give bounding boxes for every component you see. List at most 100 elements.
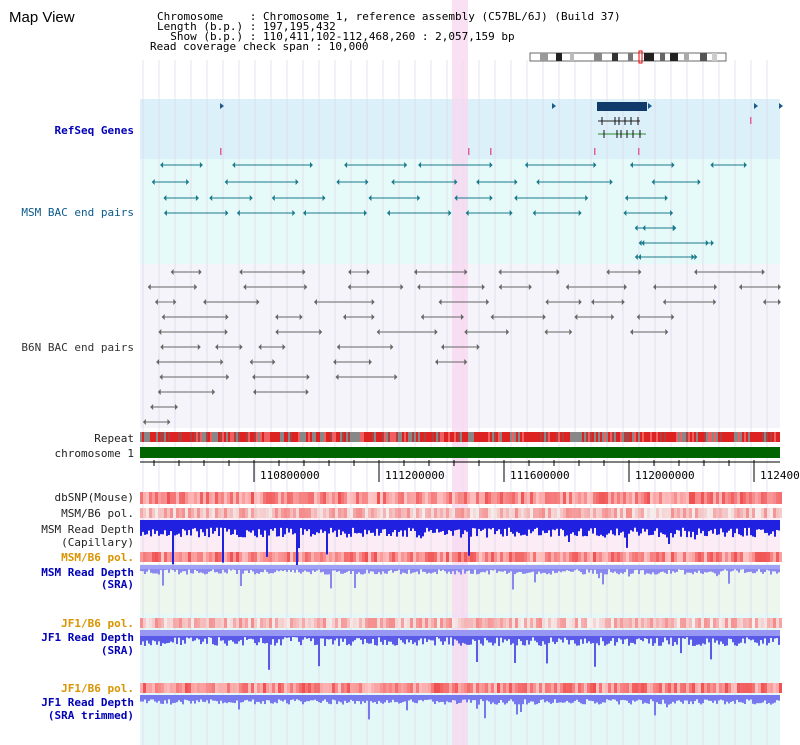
msm-pol-cell (164, 508, 167, 518)
dbsnp-cell (764, 492, 767, 504)
jf1-pol2-cell (563, 683, 566, 693)
msm-cap-depth-bar (576, 520, 578, 536)
jf1-sra-depth-bar (512, 630, 514, 644)
jf1-pol-cell (302, 618, 305, 628)
msm-cap-depth-bar (390, 520, 392, 536)
jf1-pol2-cell (374, 683, 377, 693)
msm-sra-depth-bar (144, 565, 146, 575)
b6n-bac-pair-end (565, 284, 569, 290)
msm-bac-label[interactable]: MSM BAC end pairs (21, 206, 134, 219)
jf1-trim-depth-bar (566, 695, 568, 701)
msm-cap-depth-bar (330, 520, 332, 528)
dbsnp-cell (434, 492, 437, 504)
repeat-segment (628, 432, 630, 442)
dbsnp-cell (518, 492, 521, 504)
jf1-sra-depth-bar (314, 630, 316, 646)
jf1-sra-depth-bar (674, 630, 676, 643)
b6n-bac-label[interactable]: B6N BAC end pairs (21, 341, 134, 354)
msm-cap-depth-bar (194, 520, 196, 529)
repeat-segment (338, 432, 340, 442)
msm-pol2-cell (179, 552, 182, 562)
jf1-trim-depth-bar (170, 695, 172, 705)
jf1-pol2-cell (596, 683, 599, 693)
jf1-trim-depth-bar (592, 695, 594, 702)
dbsnp-cell (734, 492, 737, 504)
jf1-pol2-cell (218, 683, 221, 693)
msm-pol-cell (581, 508, 584, 518)
msm-pol-cell (167, 508, 170, 518)
msm-pol2-cell (275, 552, 278, 562)
repeat-segment (678, 432, 680, 442)
b6n-bac-pair-end (220, 359, 224, 365)
repeat-segment (568, 432, 570, 442)
msm-pol-cell (494, 508, 497, 518)
jf1-trim-depth-bar (220, 695, 222, 701)
msm-pol-cell (329, 508, 332, 518)
jf1-pol-cell (206, 618, 209, 628)
msm-cap-depth-bar (662, 520, 664, 535)
msm-sra-depth-bar (258, 565, 260, 574)
msm-pol2-cell (254, 552, 257, 562)
msm-pol2-cell (518, 552, 521, 562)
jf1-pol-cell (626, 618, 629, 628)
msm-pol-cell (179, 508, 182, 518)
msm-cap-depth-bar (144, 520, 146, 535)
jf1-pol-cell (230, 618, 233, 628)
jf1-pol2-cell (203, 683, 206, 693)
jf1-pol2-cell (377, 683, 380, 693)
msm-bac-pair-end (743, 162, 747, 168)
jf1-pol2-cell (422, 683, 425, 693)
jf1-trim-depth-bar (202, 695, 204, 702)
jf1-sra-depth-bar (482, 630, 484, 646)
repeat-segment (498, 432, 500, 442)
msm-pol-cell (140, 508, 143, 518)
refseq-tick (750, 117, 752, 124)
msm-cap-depth-bar (640, 520, 642, 534)
dbsnp-cell (182, 492, 185, 504)
msm-cap-depth-bar (626, 520, 628, 548)
msm-bac-pair-end (634, 254, 638, 260)
dbsnp-cell (293, 492, 296, 504)
jf1-trim-depth-bar (656, 695, 658, 703)
jf1-pol2-cell (716, 683, 719, 693)
dbsnp-cell (140, 492, 143, 504)
msm-sra-depth-bar (218, 565, 220, 574)
repeat-segment (336, 432, 338, 442)
jf1-sra-depth-bar (254, 630, 256, 644)
msm-cap-depth-bar (604, 520, 606, 538)
jf1-sra-depth-bar (338, 630, 340, 646)
repeat-segment (474, 432, 476, 442)
msm-pol-cell (269, 508, 272, 518)
msm-pol2-cell (536, 552, 539, 562)
msm-sra-depth-bar (616, 565, 618, 574)
jf1-trim-depth-bar (320, 695, 322, 703)
jf1-sra-depth-bar (590, 630, 592, 644)
jf1-trim-depth-bar (428, 695, 430, 700)
refseq-genes-label[interactable]: RefSeq Genes (54, 124, 134, 137)
msm-cap-depth-bar (714, 520, 716, 529)
jf1-pol-cell (773, 618, 776, 628)
repeat-segment (754, 432, 756, 442)
msm-sra-depth-bar (554, 565, 556, 574)
msm-pol-cell (746, 508, 749, 518)
msm-cap-depth-bar (692, 520, 694, 532)
repeat-segment (764, 432, 766, 442)
axis-tick-label: 111600000 (510, 469, 570, 482)
msm-sra-depth-bar (384, 565, 386, 574)
jf1-pol-cell (656, 618, 659, 628)
jf1-pol2-cell (266, 683, 269, 693)
msm-pol-cell (710, 508, 713, 518)
jf1-trim-depth-bar (692, 695, 694, 705)
jf1-pol-cell (194, 618, 197, 628)
jf1-sra-depth-bar (206, 630, 208, 644)
jf1-sra-depth-bar (348, 630, 350, 645)
jf1-pol-cell (236, 618, 239, 628)
jf1-pol-cell (164, 618, 167, 628)
msm-pol-cell (512, 508, 515, 518)
jf1-trim-depth-bar (614, 695, 616, 700)
jf1-trim-depth-bar (236, 695, 238, 701)
msm-pol-cell (434, 508, 437, 518)
jf1-trim-depth-bar (144, 695, 146, 700)
